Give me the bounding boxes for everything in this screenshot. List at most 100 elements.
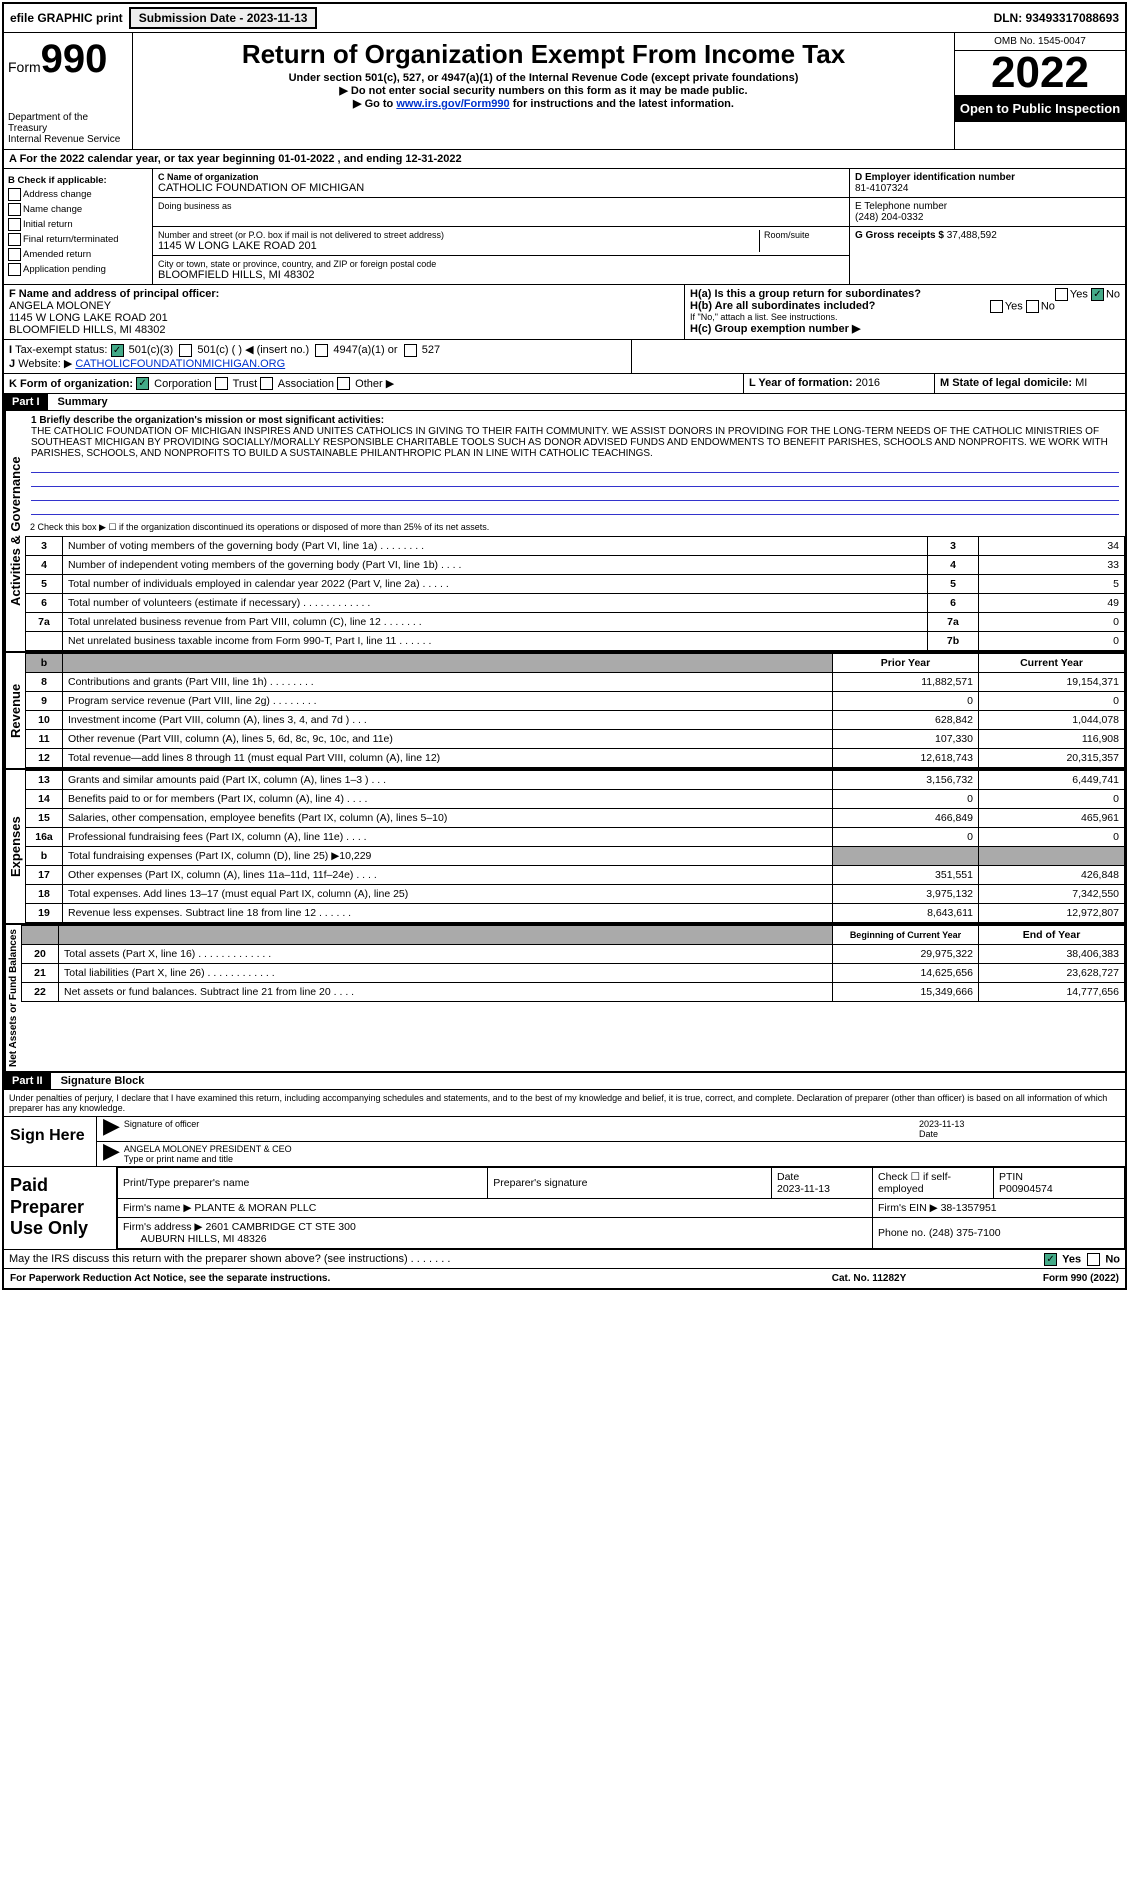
b-item-4: Amended return — [23, 249, 91, 260]
part1-title: Summary — [48, 396, 108, 408]
cat-no: Cat. No. 11282Y — [769, 1273, 969, 1284]
vlabel-rev: Revenue — [4, 653, 25, 768]
row-cy: 7,342,550 — [979, 885, 1125, 904]
city-label: City or town, state or province, country… — [158, 259, 844, 269]
f-label: F Name and address of principal officer: — [9, 288, 679, 300]
vlabel-net: Net Assets or Fund Balances — [4, 925, 21, 1071]
row-text: Total assets (Part X, line 16) . . . . .… — [59, 945, 833, 964]
hc-label: H(c) Group exemption number ▶ — [690, 323, 860, 335]
irs-link[interactable]: www.irs.gov/Form990 — [396, 98, 509, 110]
form-title: Return of Organization Exempt From Incom… — [137, 39, 950, 70]
hb-no[interactable] — [1026, 300, 1039, 313]
row-num: 3 — [26, 537, 63, 556]
row-py: 3,156,732 — [833, 771, 979, 790]
b-item-3: Final return/terminated — [23, 234, 119, 245]
ha-no-lbl: No — [1106, 288, 1120, 300]
part1-header: Part I Summary — [4, 394, 1125, 411]
row-val: 34 — [979, 537, 1125, 556]
ha-no[interactable]: ✓ — [1091, 288, 1104, 301]
box-b-title: B Check if applicable: — [8, 175, 148, 186]
tax-year: 2022 — [955, 51, 1125, 95]
i-label: Tax-exempt status: — [15, 344, 107, 356]
k-corp[interactable]: ✓ — [136, 377, 149, 390]
hb-note: If "No," attach a list. See instructions… — [690, 312, 1120, 322]
check-initial[interactable] — [8, 218, 21, 231]
row-text: Number of independent voting members of … — [63, 556, 928, 575]
row-cy: 116,908 — [979, 730, 1125, 749]
row-cy: 6,449,741 — [979, 771, 1125, 790]
hdr-beg: Beginning of Current Year — [833, 926, 979, 945]
city-val: BLOOMFIELD HILLS, MI 48302 — [158, 269, 844, 281]
ha-yes[interactable] — [1055, 288, 1068, 301]
entity-section: B Check if applicable: Address change Na… — [4, 169, 1125, 285]
officer-addr1: 1145 W LONG LAKE ROAD 201 — [9, 312, 679, 324]
row-text: Net unrelated business taxable income fr… — [63, 632, 928, 651]
hdr-cy: Current Year — [979, 654, 1125, 673]
sig-name-lbl: Type or print name and title — [124, 1154, 233, 1164]
arrow-icon: ▶ — [103, 1119, 124, 1139]
row-text: Revenue less expenses. Subtract line 18 … — [63, 904, 833, 923]
mission-label: 1 Briefly describe the organization's mi… — [31, 415, 1119, 426]
hb-yes[interactable] — [990, 300, 1003, 313]
row-num: 12 — [26, 749, 63, 768]
discuss-yes[interactable]: ✓ — [1044, 1253, 1057, 1266]
row-text: Total number of individuals employed in … — [63, 575, 928, 594]
row-text: Number of voting members of the governin… — [63, 537, 928, 556]
open-inspection: Open to Public Inspection — [955, 95, 1125, 122]
k-o3: Association — [278, 378, 334, 390]
row-py: 8,643,611 — [833, 904, 979, 923]
ij-row: I Tax-exempt status: ✓ 501(c)(3) 501(c) … — [4, 340, 1125, 374]
submission-date-btn[interactable]: Submission Date - 2023-11-13 — [129, 7, 318, 29]
row-cy: 1,044,078 — [979, 711, 1125, 730]
row-text: Investment income (Part VIII, column (A)… — [63, 711, 833, 730]
subtitle-2: ▶ Do not enter social security numbers o… — [137, 84, 950, 97]
e-label: E Telephone number — [855, 201, 1120, 212]
i-4947[interactable] — [315, 344, 328, 357]
row-code: 6 — [928, 594, 979, 613]
discuss-no[interactable] — [1087, 1253, 1100, 1266]
exp-section: Expenses 13Grants and similar amounts pa… — [4, 770, 1125, 925]
row-cy: 465,961 — [979, 809, 1125, 828]
i-501c[interactable] — [179, 344, 192, 357]
check-pending[interactable] — [8, 263, 21, 276]
line2: 2 Check this box ▶ ☐ if the organization… — [25, 519, 1125, 536]
b-item-1: Name change — [23, 204, 82, 215]
gross-val: 37,488,592 — [947, 230, 997, 241]
prep-h3: Date — [777, 1171, 799, 1183]
discuss-no-lbl: No — [1105, 1254, 1120, 1266]
row-num: 9 — [26, 692, 63, 711]
check-amended[interactable] — [8, 248, 21, 261]
sig-date: 2023-11-13 — [919, 1119, 964, 1129]
row-py: 12,618,743 — [833, 749, 979, 768]
row-val: 0 — [979, 632, 1125, 651]
row-text: Total expenses. Add lines 13–17 (must eq… — [63, 885, 833, 904]
i-501c3[interactable]: ✓ — [111, 344, 124, 357]
row-num: 7a — [26, 613, 63, 632]
row-py: 29,975,322 — [833, 945, 979, 964]
form-header: Form990 Department of the Treasury Inter… — [4, 33, 1125, 150]
k-o4: Other ▶ — [355, 378, 394, 390]
k-o1: Corporation — [154, 378, 211, 390]
i-o1: 501(c)(3) — [129, 344, 174, 356]
website-link[interactable]: CATHOLICFOUNDATIONMICHIGAN.ORG — [75, 358, 285, 370]
dba-label: Doing business as — [158, 201, 844, 211]
check-address[interactable] — [8, 188, 21, 201]
sig-date-lbl: Date — [919, 1129, 938, 1139]
row-num: 16a — [26, 828, 63, 847]
k-trust[interactable] — [215, 377, 228, 390]
phone-lbl: Phone no. — [878, 1227, 926, 1239]
i-527[interactable] — [404, 344, 417, 357]
row-text: Professional fundraising fees (Part IX, … — [63, 828, 833, 847]
row-py: 628,842 — [833, 711, 979, 730]
year-box: OMB No. 1545-0047 2022 Open to Public In… — [954, 33, 1125, 149]
goto-post: for instructions and the latest informat… — [510, 98, 734, 110]
org-name: CATHOLIC FOUNDATION OF MICHIGAN — [158, 182, 844, 194]
form-footer: Form 990 (2022) — [969, 1273, 1119, 1284]
check-name[interactable] — [8, 203, 21, 216]
part2-tag: Part II — [4, 1073, 51, 1089]
k-assoc[interactable] — [260, 377, 273, 390]
check-final[interactable] — [8, 233, 21, 246]
k-other[interactable] — [337, 377, 350, 390]
exp-table: 13Grants and similar amounts paid (Part … — [25, 770, 1125, 923]
irs-label: Internal Revenue Service — [8, 134, 128, 145]
